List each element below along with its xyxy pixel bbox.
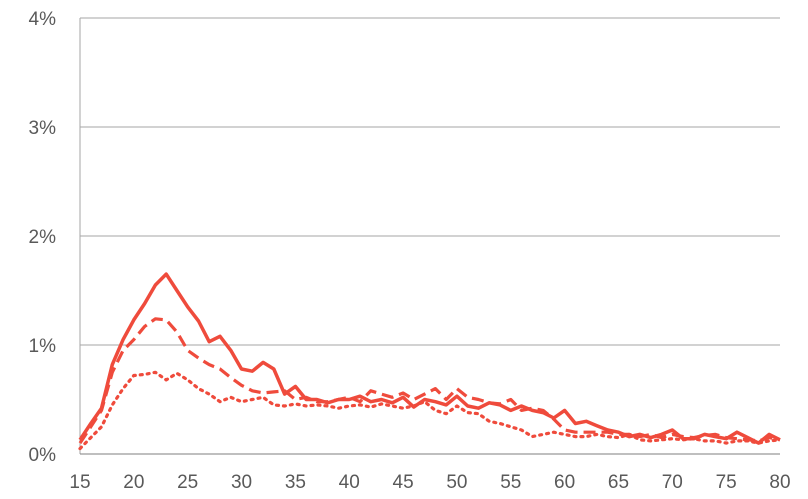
x-tick-label: 15 [69,472,90,493]
x-tick-label: 40 [339,472,360,493]
x-tick-label: 30 [231,472,252,493]
x-tick-label: 45 [393,472,414,493]
y-tick-label: 0% [29,445,57,466]
series-lines [78,272,782,451]
x-tick-label: 35 [285,472,306,493]
x-tick-label: 50 [446,472,467,493]
x-tick-label: 25 [177,472,198,493]
series-line-dashed [78,317,781,444]
y-tick-label: 1% [29,336,57,357]
y-tick-label: 4% [29,9,57,30]
x-tick-label: 70 [662,472,683,493]
x-tick-label: 20 [123,472,144,493]
series-line-dotted [78,370,782,451]
x-tick-label: 65 [608,472,629,493]
series-line-solid [78,272,781,445]
x-tick-label: 55 [500,472,521,493]
y-axis-tick-labels: 0% 1% 2% 3% 4% [29,9,57,466]
x-tick-label: 75 [716,472,737,493]
y-tick-label: 2% [29,227,57,248]
x-axis-tick-labels: 15 20 25 30 35 40 45 50 55 60 65 70 75 80 [69,472,790,493]
x-tick-label: 80 [769,472,790,493]
y-tick-label: 3% [29,118,57,139]
gridlines [79,17,780,454]
x-tick-label: 60 [554,472,575,493]
